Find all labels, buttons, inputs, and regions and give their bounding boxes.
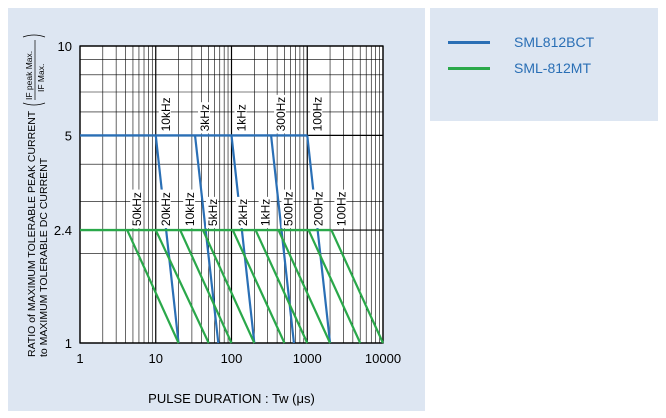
frequency-label: 2kHz (236, 199, 250, 226)
y-tick-label: 10 (58, 39, 72, 54)
frequency-label: 100Hz (310, 97, 324, 132)
frequency-label: 500Hz (281, 191, 295, 226)
legend-swatch-green (448, 66, 490, 70)
frequency-label: 200Hz (312, 191, 326, 226)
y-tick-label: 5 (65, 128, 72, 143)
frequency-label: 300Hz (274, 97, 288, 132)
legend-swatch-blue (448, 40, 490, 44)
legend-item-sml-812mt: SML-812MT (448, 58, 591, 78)
frequency-label-bg (235, 196, 248, 229)
series-falloff-line (154, 229, 210, 344)
x-tick-label: 1000 (293, 351, 322, 366)
frequency-label: 50kHz (130, 192, 144, 226)
series-falloff-line (201, 229, 256, 344)
frequency-label-bg (158, 189, 171, 229)
frequency-label-bg (183, 189, 196, 229)
legend-item-sml812bct: SML812BCT (448, 32, 594, 52)
frequency-label-bg (311, 189, 324, 229)
frequency-label-bg (334, 189, 347, 229)
series-falloff-line (230, 135, 256, 344)
y-axis-label: RATIO of MAXIMUM TOLERABLE PEAK CURRENT (26, 110, 38, 357)
series-falloff-line (306, 135, 332, 344)
y-tick-label: 2.4 (54, 223, 72, 238)
series-falloff-line (154, 135, 180, 344)
frequency-label-bg (258, 196, 271, 229)
x-axis-label: PULSE DURATION : Tw (μs) (148, 391, 315, 406)
series-falloff-line (179, 229, 233, 344)
frequency-label-bg (234, 102, 247, 134)
chart-panel: 1 10 100 1000 10000 1 2.4 5 10 PULSE DURATION : T… (8, 8, 425, 411)
frequency-label-bg (281, 189, 294, 229)
x-tick-label: 10000 (365, 351, 401, 366)
y-axis-label: to MAXIMUM TOLERABLE DC CURRENT (38, 157, 50, 357)
frequency-label-bg (205, 196, 218, 229)
y-axis-fraction-numerator: IF peak Max. (24, 51, 34, 100)
series-falloff-line (254, 229, 309, 344)
series-falloff-line (307, 229, 362, 344)
y-axis-fraction-denominator: IF Max. (36, 64, 46, 92)
frequency-label-bg (310, 94, 323, 134)
frequency-label: 5kHz (206, 199, 220, 226)
frequency-label: 10kHz (159, 97, 173, 131)
frequency-label: 100Hz (334, 191, 348, 226)
frequency-label-bg (274, 94, 287, 134)
frequency-label-bg (158, 94, 171, 134)
frequency-label: 20kHz (159, 192, 173, 226)
y-axis-fraction-paren (22, 34, 46, 38)
series-falloff-line (231, 229, 286, 344)
x-tick-label: 10 (149, 351, 163, 366)
legend-label: SML-812MT (514, 60, 592, 76)
frequency-label: 1kHz (259, 199, 273, 226)
series-falloff-line (330, 229, 385, 344)
y-tick-label: 1 (65, 336, 72, 351)
y-axis-fraction: IF peak Max. IF Max. (22, 34, 46, 106)
derating-chart: 1 10 100 1000 10000 1 2.4 5 10 PULSE DURATION : T… (22, 34, 401, 406)
x-tick-label: 100 (221, 351, 243, 366)
frequency-label: 10kHz (183, 192, 197, 226)
series-falloff-line (126, 229, 180, 344)
series-falloff-line (277, 229, 332, 344)
y-axis-fraction-paren (22, 102, 46, 106)
series-sml-812mt: 50kHz 20kHz 10kHz 5kHz 2kHz 1kHz 500Hz 200Hz 100… (80, 189, 385, 344)
legend-label: SML812BCT (514, 34, 595, 50)
legend-panel: SML812BCT SML-812MT (430, 8, 658, 121)
frequency-label-bg (130, 189, 143, 229)
x-tick-label: 1 (76, 351, 83, 366)
frequency-label-bg (198, 102, 211, 134)
frequency-label: 1kHz (235, 104, 249, 131)
frequency-label: 3kHz (198, 104, 212, 131)
